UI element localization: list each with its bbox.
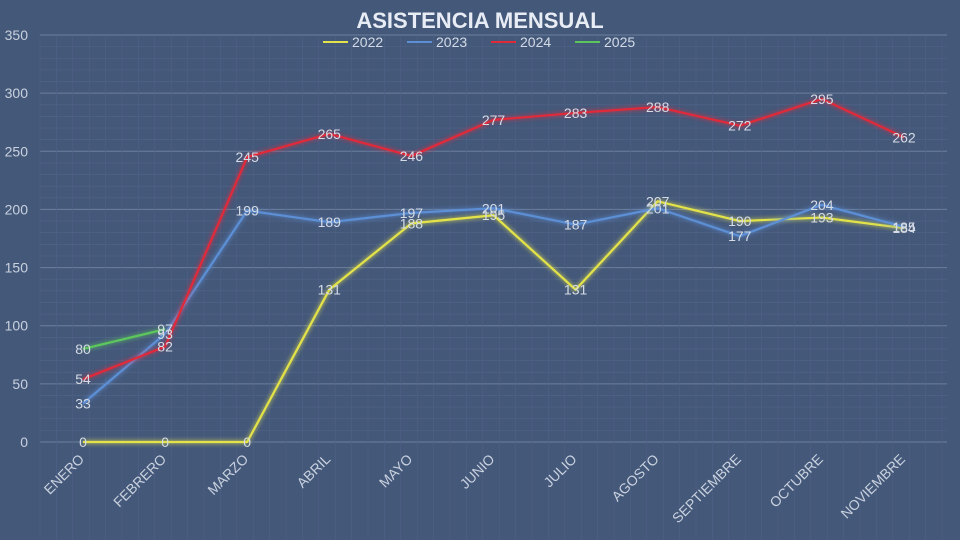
y-tick-label: 50 (12, 376, 28, 392)
data-label-2023: 199 (236, 203, 260, 219)
y-tick-label: 250 (5, 143, 29, 159)
x-tick-label: NOVIEMBRE (837, 451, 908, 522)
series-line-2025 (82, 328, 166, 351)
y-tick-label: 150 (5, 260, 29, 276)
data-label-2024: 246 (400, 148, 424, 164)
data-label-2024: 295 (810, 91, 834, 107)
data-label-2022: 207 (646, 193, 670, 209)
series-line-2024 (82, 97, 905, 381)
grid (39, 34, 947, 540)
data-label-2022: 0 (79, 434, 87, 450)
x-tick-label: JUNIO (457, 451, 498, 492)
data-label-2023: 187 (564, 217, 588, 233)
data-label-2022: 0 (161, 434, 169, 450)
x-tick-label: FEBRERO (110, 451, 169, 510)
series-lines (82, 97, 905, 444)
x-tick-label: MAYO (376, 451, 416, 491)
data-label-2022: 190 (728, 213, 752, 229)
legend-label-2025: 2025 (604, 34, 635, 50)
x-tick-label: ENERO (41, 451, 88, 498)
chart-title: ASISTENCIA MENSUAL (356, 8, 603, 33)
x-tick-label: SEPTIEMBRE (669, 451, 744, 526)
x-tick-label: MARZO (204, 451, 251, 498)
y-tick-label: 0 (20, 434, 28, 450)
data-label-2025: 80 (75, 341, 91, 357)
y-tick-label: 350 (5, 27, 29, 43)
y-tick-label: 300 (5, 85, 29, 101)
data-label-2023: 33 (75, 396, 91, 412)
data-label-2023: 197 (400, 205, 424, 221)
data-label-2024: 245 (236, 149, 260, 165)
data-label-2023: 201 (646, 200, 670, 216)
series-line-2022 (83, 200, 905, 444)
data-label-2025: 97 (157, 321, 173, 337)
data-label-2024: 277 (482, 112, 506, 128)
data-labels: 0 0 0 131 188 195 131 207 190 193 184 33 93 199 189 197… (75, 91, 916, 450)
data-label-2024: 272 (728, 118, 752, 134)
data-label-2023: 201 (482, 200, 506, 216)
y-tick-label: 200 (5, 201, 29, 217)
data-label-2024: 54 (75, 371, 91, 387)
x-tick-label: OCTUBRE (766, 451, 826, 511)
data-label-2023: 189 (318, 214, 342, 230)
x-tick-label: AGOSTO (608, 451, 662, 505)
data-label-2024: 265 (318, 126, 342, 142)
data-label-2024: 283 (564, 105, 588, 121)
legend: 2022 2023 2024 2025 (323, 34, 635, 50)
data-label-2024: 262 (892, 129, 916, 145)
data-label-2022: 195 (482, 207, 506, 223)
data-label-2023: 177 (728, 228, 752, 244)
series-line-2023 (82, 203, 905, 405)
data-label-2022: 131 (318, 282, 342, 298)
data-label-2023: 185 (892, 219, 916, 235)
data-label-2024: 288 (646, 99, 670, 115)
data-label-2022: 188 (400, 215, 424, 231)
data-label-2022: 131 (564, 282, 588, 298)
legend-label-2024: 2024 (520, 34, 551, 50)
data-label-2023: 204 (810, 197, 834, 213)
data-label-2022: 193 (810, 210, 834, 226)
data-label-2022: 0 (243, 434, 251, 450)
x-tick-label: JULIO (540, 451, 579, 490)
data-label-2022: 184 (892, 220, 916, 236)
legend-label-2022: 2022 (352, 34, 383, 50)
data-label-2024: 82 (157, 339, 173, 355)
x-tick-label: ABRIL (293, 451, 333, 491)
data-label-2023: 93 (157, 326, 173, 342)
y-tick-label: 100 (5, 318, 29, 334)
legend-label-2023: 2023 (436, 34, 467, 50)
y-axis: 0 50 100 150 200 250 300 350 (5, 27, 29, 450)
